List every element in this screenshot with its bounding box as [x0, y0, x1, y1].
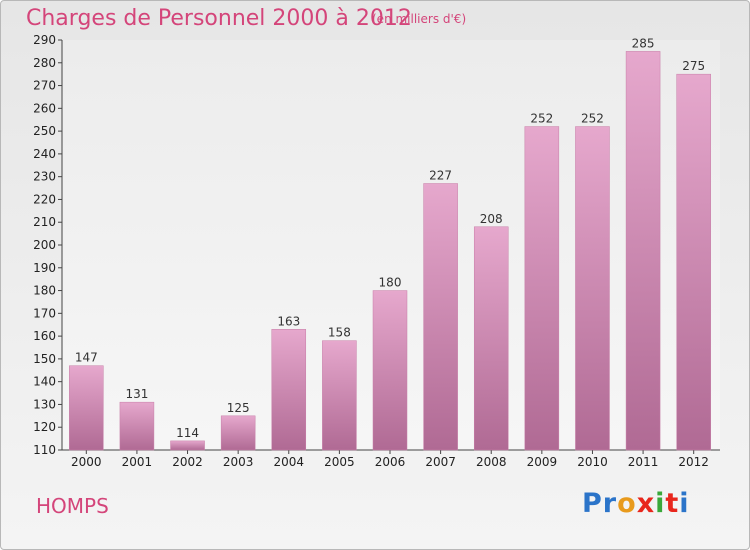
bar-2011	[625, 51, 661, 451]
bar-2003	[220, 415, 256, 451]
y-tick-label: 180	[33, 284, 56, 298]
x-tick-label: 2005	[324, 455, 355, 469]
logo-letter: i	[655, 488, 666, 519]
bar-2008	[473, 226, 509, 451]
y-tick-label: 120	[33, 420, 56, 434]
y-tick-label: 170	[33, 306, 56, 320]
x-tick-label: 2011	[628, 455, 659, 469]
data-label: 125	[227, 401, 250, 415]
data-label: 252	[530, 112, 553, 126]
bar-2012	[676, 73, 711, 451]
data-label: 158	[328, 326, 351, 340]
y-tick-label: 280	[33, 56, 56, 70]
bar-2002	[170, 440, 205, 451]
bar-2004	[271, 329, 307, 451]
data-label: 163	[277, 314, 300, 328]
bar-2005	[322, 340, 357, 451]
x-tick-label: 2012	[678, 455, 709, 469]
data-label: 147	[75, 351, 98, 365]
proxiti-logo: Proxiti	[582, 488, 690, 519]
chart-subtitle: (en milliers d'€)	[372, 12, 467, 26]
y-tick-label: 260	[33, 101, 56, 115]
logo-letter: P	[582, 488, 603, 519]
y-tick-label: 250	[33, 124, 56, 138]
x-tick-label: 2008	[476, 455, 507, 469]
y-tick-label: 220	[33, 192, 56, 206]
bar-2009	[524, 126, 560, 451]
x-tick-label: 2007	[425, 455, 456, 469]
logo-letter: i	[679, 488, 690, 519]
y-tick-label: 270	[33, 79, 56, 93]
data-label: 208	[480, 212, 503, 226]
x-tick-label: 2000	[71, 455, 102, 469]
data-label: 252	[581, 112, 604, 126]
y-tick-label: 290	[33, 33, 56, 47]
x-tick-label: 2001	[122, 455, 153, 469]
data-label: 131	[125, 387, 148, 401]
logo-letter: r	[602, 488, 618, 519]
y-tick-label: 110	[33, 443, 56, 457]
y-tick-label: 160	[33, 329, 56, 343]
chart-title: Charges de Personnel 2000 à 2012	[26, 6, 412, 31]
logo-letter: o	[617, 488, 637, 519]
logo-letter: x	[636, 488, 656, 519]
bar-2007	[423, 183, 458, 451]
bar-2001	[119, 401, 155, 451]
y-tick-label: 240	[33, 147, 56, 161]
bar-2000	[69, 365, 104, 451]
x-tick-label: 2003	[223, 455, 254, 469]
y-tick-label: 140	[33, 375, 56, 389]
data-label: 285	[632, 36, 655, 50]
bar-2010	[575, 126, 610, 451]
x-tick-label: 2004	[273, 455, 304, 469]
data-label: 114	[176, 426, 199, 440]
y-tick-label: 130	[33, 397, 56, 411]
x-tick-label: 2010	[577, 455, 608, 469]
data-label: 227	[429, 169, 452, 183]
data-labels-group: 147 131 114 125 163 158 180 227 208 252 252 285 275	[75, 36, 705, 440]
y-tick-label: 150	[33, 352, 56, 366]
city-name: HOMPS	[36, 494, 109, 518]
x-tick-label: 2002	[172, 455, 203, 469]
data-label: 180	[379, 276, 402, 290]
y-tick-label: 190	[33, 261, 56, 275]
data-label: 275	[682, 59, 705, 73]
y-tick-label: 230	[33, 170, 56, 184]
bars-group	[69, 51, 711, 451]
bar-2006	[372, 290, 408, 451]
y-tick-label: 210	[33, 215, 56, 229]
logo-letter: t	[665, 488, 680, 519]
y-tick-label: 200	[33, 238, 56, 252]
x-tick-label: 2006	[375, 455, 406, 469]
x-tick-label: 2009	[527, 455, 558, 469]
